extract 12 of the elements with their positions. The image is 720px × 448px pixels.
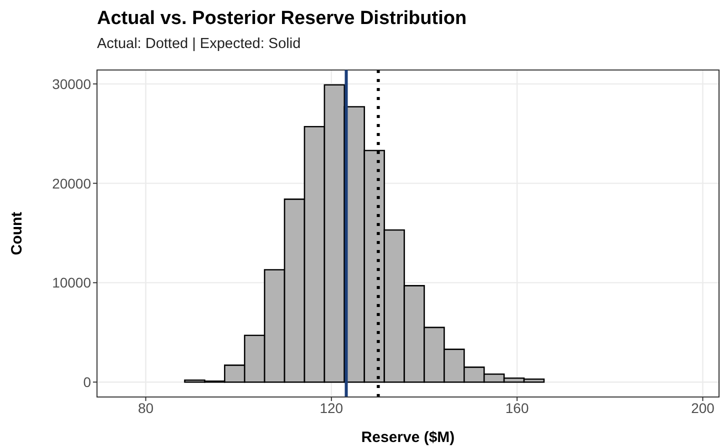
chart-subtitle: Actual: Dotted | Expected: Solid [97, 36, 301, 52]
y-tick-label: 20000 [52, 175, 92, 192]
x-tick-label: 160 [505, 400, 529, 416]
chart-title: Actual vs. Posterior Reserve Distribution [97, 8, 467, 30]
y-tick-label: 10000 [52, 274, 92, 291]
x-tick-label: 120 [320, 400, 344, 416]
x-axis-title: Reserve ($M) [361, 429, 455, 446]
y-tick-label: 30000 [52, 76, 92, 92]
y-tick-label: 0 [83, 374, 92, 390]
x-tick-label: 200 [691, 400, 715, 416]
y-axis-title: Count [8, 212, 26, 256]
x-tick-label: 80 [138, 400, 154, 416]
